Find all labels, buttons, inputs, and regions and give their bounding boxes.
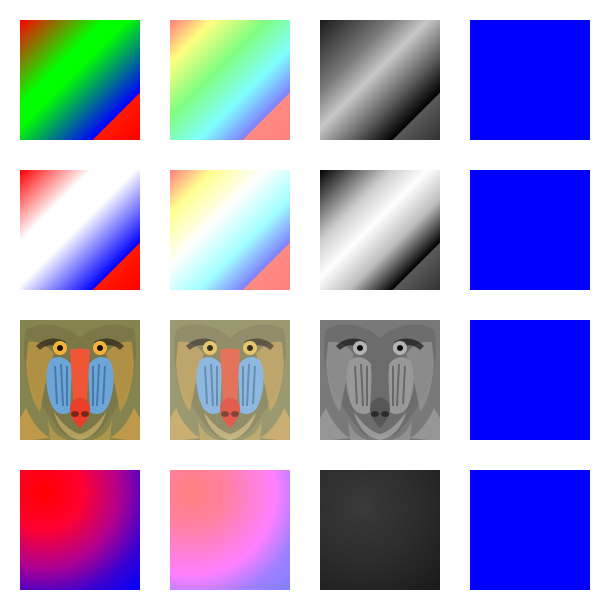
- tile-r1c3-gradient-gray: [320, 20, 440, 140]
- mandrill-image: [170, 320, 290, 440]
- tile-r1c4-solid-blue: [470, 20, 590, 140]
- mandrill-image: [20, 320, 140, 440]
- tile-r4c4-solid-blue: [470, 470, 590, 590]
- image-grid: [20, 20, 590, 590]
- mandrill-image: [320, 320, 440, 440]
- tile-r4c2-radial-pink-violet: [170, 470, 290, 590]
- tile-r3c1-mandrill-color: [20, 320, 140, 440]
- tile-r2c4-solid-blue: [470, 170, 590, 290]
- tile-r3c3-mandrill-gray: [320, 320, 440, 440]
- tile-r2c3-gradient-gray-white-band: [320, 170, 440, 290]
- tile-r2c2-gradient-light: [170, 170, 290, 290]
- tile-r4c1-radial-red-blue: [20, 470, 140, 590]
- tile-r1c1-gradient-green: [20, 20, 140, 140]
- tile-r3c4-solid-blue: [470, 320, 590, 440]
- tile-r3c2-mandrill-washed: [170, 320, 290, 440]
- tile-r2c1-gradient-white-band: [20, 170, 140, 290]
- tile-r1c2-gradient-pastel: [170, 20, 290, 140]
- tile-r4c3-dark-gray: [320, 470, 440, 590]
